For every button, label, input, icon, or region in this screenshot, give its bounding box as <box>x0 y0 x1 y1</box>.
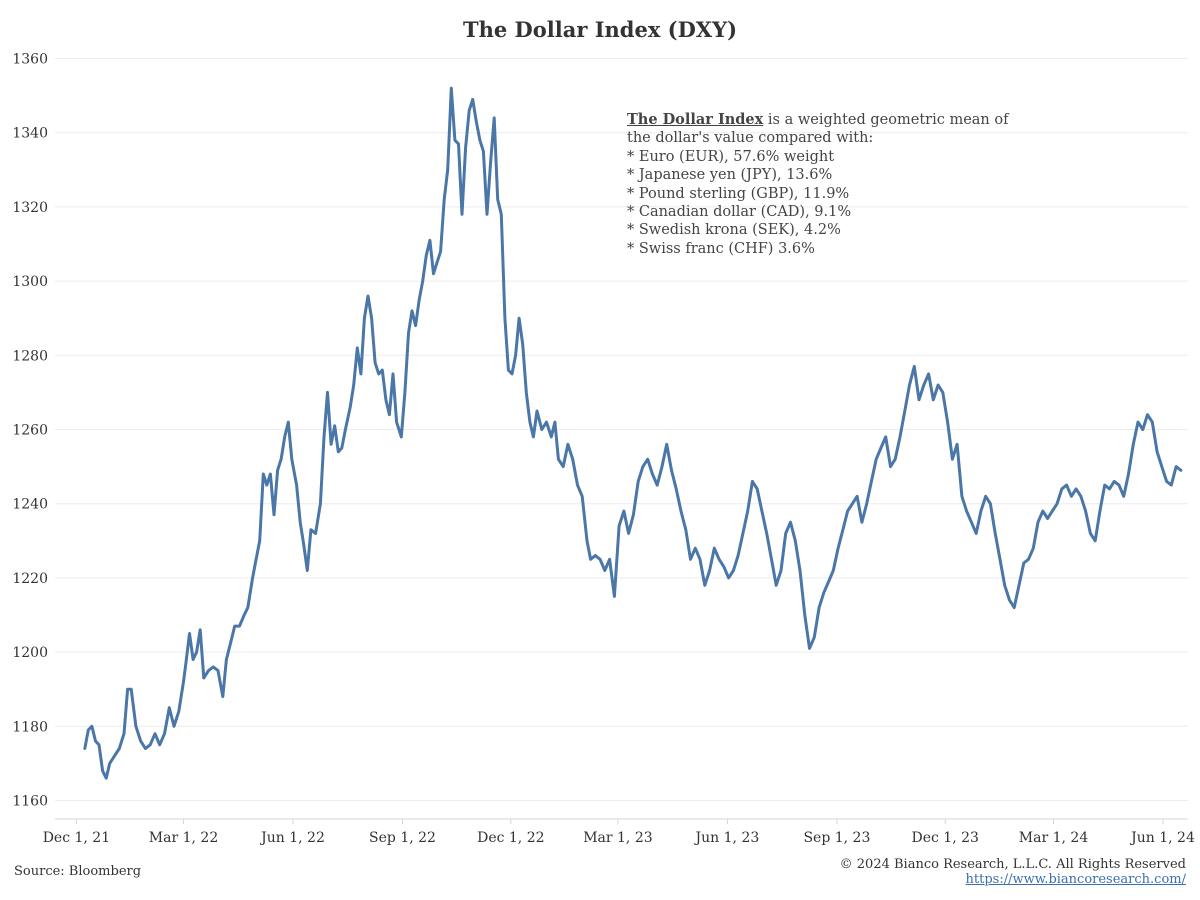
annotation-line: * Swedish krona (SEK), 4.2% <box>627 222 841 239</box>
y-axis-ticks: 1160 1180 1200 1220 1240 1260 1280 1300 1320 1340… <box>12 52 48 810</box>
y-tick-label: 1160 <box>12 793 48 809</box>
series-layer <box>83 86 1183 780</box>
annotation-first-line: The Dollar Index is a weighted geometric… <box>627 111 1008 129</box>
x-tick-label: Dec 1, 21 <box>43 830 110 846</box>
y-tick-label: 1240 <box>12 497 48 513</box>
chart-title: The Dollar Index (DXY) <box>463 17 737 42</box>
y-tick-label: 1360 <box>12 52 48 68</box>
copyright-block: © 2024 Bianco Research, L.L.C. All Right… <box>840 857 1186 887</box>
y-tick-label: 1200 <box>12 645 48 661</box>
y-tick-label: 1300 <box>12 274 48 290</box>
x-tick-label: Sep 1, 23 <box>803 830 870 846</box>
x-tick-label: Jun 1, 23 <box>694 830 760 846</box>
y-tick-label: 1320 <box>12 200 48 216</box>
x-tick-label: Dec 1, 22 <box>477 830 544 846</box>
copyright-text: © 2024 Bianco Research, L.L.C. All Right… <box>839 857 1186 872</box>
annotation-line: * Japanese yen (JPY), 13.6% <box>627 167 833 184</box>
y-tick-label: 1220 <box>12 571 48 587</box>
x-tick-label: Mar 1, 22 <box>149 830 218 846</box>
series-line-dxy <box>83 86 1183 780</box>
annotation-head-rest: is a weighted geometric mean of <box>763 112 1009 128</box>
source-note: Source: Bloomberg <box>14 864 142 879</box>
annotation-line: * Pound sterling (GBP), 11.9% <box>627 185 850 202</box>
dollar-index-annotation: The Dollar Index is a weighted geometric… <box>627 111 1008 258</box>
x-tick-label: Jun 1, 22 <box>259 830 325 846</box>
website-link[interactable]: https://www.biancoresearch.com/ <box>965 872 1186 887</box>
x-tick-label: Dec 1, 23 <box>911 830 978 846</box>
gridlines <box>55 58 1188 801</box>
annotation-head: The Dollar Index <box>627 111 764 128</box>
y-tick-label: 1180 <box>12 719 48 735</box>
x-tick-label: Jun 1, 24 <box>1129 830 1195 846</box>
y-tick-label: 1260 <box>12 423 48 439</box>
y-tick-label: 1340 <box>12 126 48 142</box>
x-tick-label: Mar 1, 23 <box>583 830 652 846</box>
y-tick-label: 1280 <box>12 348 48 364</box>
annotation-line: * Swiss franc (CHF) 3.6% <box>627 240 815 257</box>
annotation-line: the dollar's value compared with: <box>627 130 874 147</box>
x-tick-label: Sep 1, 22 <box>369 830 436 846</box>
x-tick-label: Mar 1, 24 <box>1019 830 1089 846</box>
annotation-line: * Canadian dollar (CAD), 9.1% <box>627 204 852 221</box>
x-axis-ticks: Dec 1, 21 Mar 1, 22 Jun 1, 22 Sep 1, 22 Dec … <box>43 819 1195 846</box>
annotation-line: * Euro (EUR), 57.6% weight <box>627 148 835 165</box>
